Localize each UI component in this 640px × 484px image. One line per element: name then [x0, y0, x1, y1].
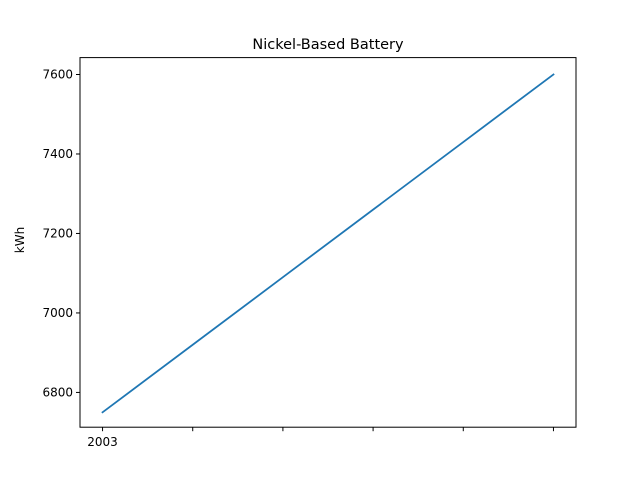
- x-tick-label: 2003: [87, 435, 118, 449]
- y-tick-label: 7400: [42, 147, 73, 161]
- x-axis: 2003: [87, 427, 554, 449]
- y-tick-label: 7000: [42, 306, 73, 320]
- y-tick-label: 7600: [42, 67, 73, 81]
- plot-area-frame: [79, 57, 577, 428]
- chart-title: Nickel-Based Battery: [252, 37, 404, 53]
- series-line-0: [101, 73, 555, 414]
- series-layer: [101, 73, 555, 414]
- y-axis-label: kWh: [13, 227, 27, 253]
- y-tick-label: 6800: [42, 385, 73, 399]
- y-axis: 6800 7000 7200 7400 7600: [42, 67, 80, 399]
- y-tick-label: 7200: [42, 226, 73, 240]
